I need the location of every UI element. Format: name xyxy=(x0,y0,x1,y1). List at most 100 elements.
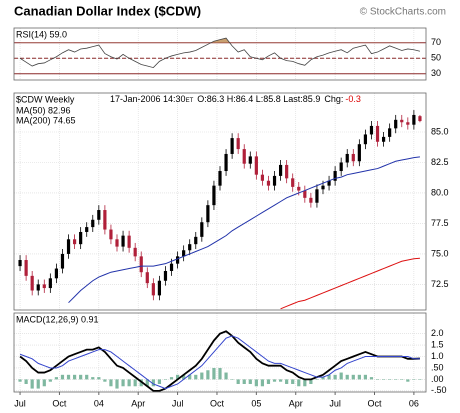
x-tick-label: Oct xyxy=(52,398,67,408)
candle-body xyxy=(79,231,83,245)
panel-background xyxy=(14,93,426,310)
candle-body xyxy=(157,280,162,296)
candle-body xyxy=(24,260,28,276)
candle-body xyxy=(260,174,265,181)
histogram-bar xyxy=(91,377,95,380)
candle-body xyxy=(200,222,204,237)
panel-frame xyxy=(13,92,427,311)
x-tick-label: Jul xyxy=(14,398,26,408)
candle-body xyxy=(248,156,252,164)
histogram-bar xyxy=(42,379,46,387)
y-tick-label: 72.5 xyxy=(431,279,449,289)
histogram-bar xyxy=(230,379,234,380)
histogram-bar xyxy=(260,379,265,387)
histogram-bar xyxy=(109,379,113,387)
rsi-line xyxy=(19,37,421,69)
legend-entry: MA(50) 82.96 xyxy=(16,105,71,115)
histogram-bar xyxy=(48,379,52,382)
y-tick-label: 50 xyxy=(431,53,441,63)
candle-body xyxy=(91,219,95,228)
histogram-bar xyxy=(351,374,355,380)
panel-frame xyxy=(13,27,427,81)
histogram-bar xyxy=(36,379,40,389)
histogram-bar xyxy=(363,374,368,380)
histogram-bar xyxy=(121,379,125,387)
candle-body xyxy=(182,250,186,257)
candle-body xyxy=(412,114,416,125)
histogram-bar xyxy=(236,379,240,384)
histogram-bar xyxy=(224,372,228,380)
candle-body xyxy=(394,119,398,129)
panel-label: MACD(12,26,9) 0.91 xyxy=(16,314,99,324)
x-tick-label: Oct xyxy=(210,398,225,408)
candle-body xyxy=(303,190,307,198)
candle-body xyxy=(30,275,34,291)
candle-body xyxy=(103,210,107,230)
histogram-bar xyxy=(242,379,246,384)
y-tick-label: 1.0 xyxy=(431,351,444,361)
candle-body xyxy=(327,180,331,186)
histogram-bar xyxy=(254,379,258,387)
histogram-bar xyxy=(291,379,295,384)
histogram-bar xyxy=(182,374,186,380)
histogram-bar xyxy=(212,367,216,380)
candle-body xyxy=(272,175,277,186)
candle-body xyxy=(127,235,131,248)
y-tick-label: 30 xyxy=(431,68,441,78)
candle-body xyxy=(133,247,137,257)
histogram-bar xyxy=(345,374,349,380)
histogram-bar xyxy=(169,377,174,380)
y-tick-label: 80.0 xyxy=(431,187,449,197)
histogram-bar xyxy=(418,379,422,380)
candle-body xyxy=(54,268,59,279)
histogram-bar xyxy=(18,379,22,382)
histogram-bar xyxy=(157,379,162,384)
candle-body xyxy=(381,136,386,142)
histogram-bar xyxy=(66,374,71,380)
histogram-bar xyxy=(194,374,198,380)
candle-body xyxy=(236,138,240,150)
y-tick-label: 77.5 xyxy=(431,218,449,228)
candle-body xyxy=(266,180,271,186)
symbol-label: $CDW Weekly xyxy=(16,94,75,104)
candle-body xyxy=(418,116,422,122)
signal-line xyxy=(19,335,420,390)
candle-body xyxy=(151,283,155,296)
candle-body xyxy=(315,189,319,203)
moving-average xyxy=(68,156,420,304)
chart-title: Canadian Dollar Index ($CDW) xyxy=(14,3,201,18)
moving-average xyxy=(280,257,420,310)
histogram-bar xyxy=(375,379,380,380)
histogram-bar xyxy=(127,379,131,387)
panel-label: RSI(14) 59.0 xyxy=(16,29,67,39)
candle-body xyxy=(363,134,368,145)
histogram-bar xyxy=(309,379,313,384)
histogram-bar xyxy=(54,377,59,380)
candle-body xyxy=(163,270,168,281)
histogram-bar xyxy=(30,379,34,389)
candle-body xyxy=(218,171,222,186)
candle-body xyxy=(85,227,89,232)
legend-entry: MA(200) 74.65 xyxy=(16,115,76,125)
histogram-bar xyxy=(285,379,289,384)
candle-body xyxy=(291,178,295,187)
panel-frame xyxy=(13,312,427,393)
histogram-bar xyxy=(266,379,271,384)
change-label: Chg: xyxy=(324,94,343,104)
candle-body xyxy=(369,125,374,135)
histogram-bar xyxy=(248,379,252,384)
histogram-bar xyxy=(369,377,374,380)
histogram-bar xyxy=(145,379,149,387)
candle-body xyxy=(375,125,380,142)
candle-body xyxy=(42,284,46,289)
candle-body xyxy=(388,128,392,137)
candle-body xyxy=(406,122,410,125)
histogram-bar xyxy=(79,374,83,380)
candle-body xyxy=(400,119,404,123)
candle-body xyxy=(224,153,228,172)
histogram-bar xyxy=(412,379,416,380)
candle-body xyxy=(72,239,77,245)
candle-body xyxy=(109,229,113,240)
histogram-bar xyxy=(206,370,210,380)
